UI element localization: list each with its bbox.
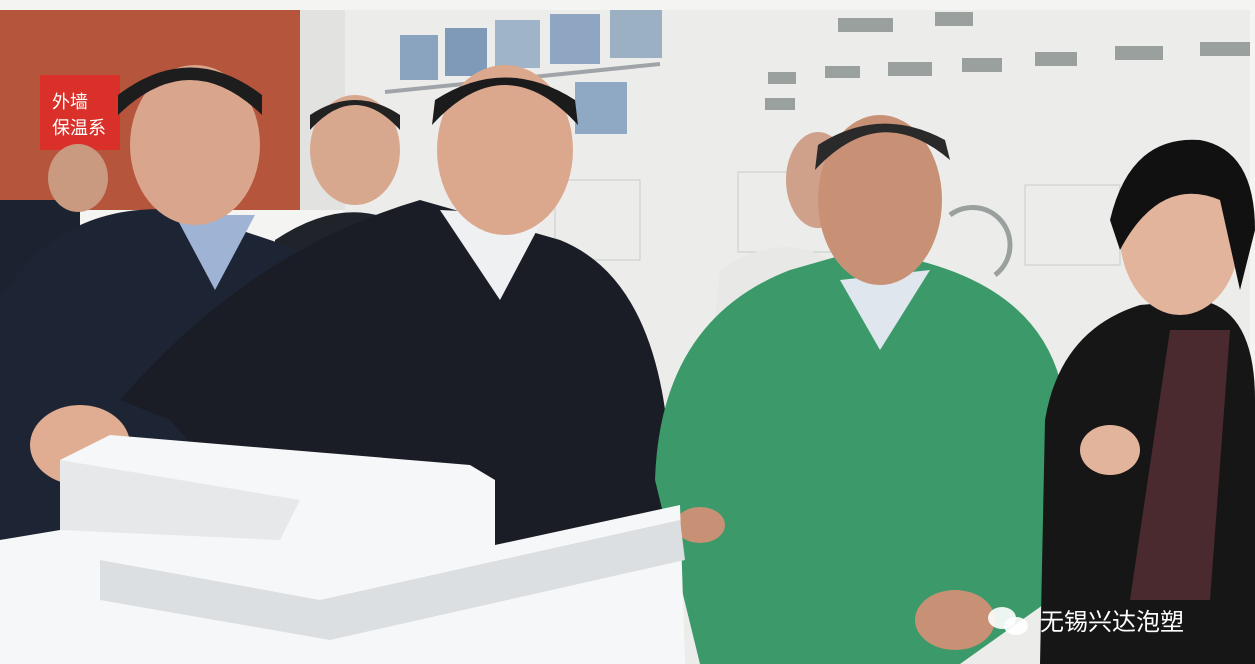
foam-model: [0, 435, 685, 664]
sign-text: 保温系: [52, 118, 106, 139]
watermark: 无锡兴达泡塑: [988, 607, 1184, 636]
watermark-text: 无锡兴达泡塑: [1040, 608, 1184, 636]
sign: [40, 75, 120, 150]
sign-text: 外墙: [52, 92, 88, 113]
